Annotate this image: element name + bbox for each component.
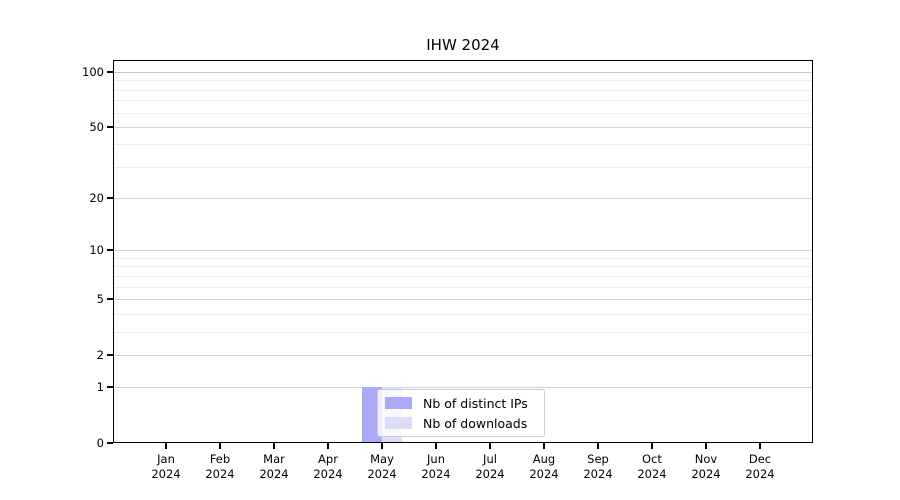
x-tick-mark bbox=[543, 443, 545, 449]
legend-label: Nb of distinct IPs bbox=[423, 395, 528, 411]
x-tick-year: 2024 bbox=[691, 466, 721, 481]
y-tick-label: 0 bbox=[96, 436, 104, 450]
y-tick-label: 100 bbox=[82, 65, 104, 79]
gridline-major bbox=[113, 354, 813, 356]
gridline-minor bbox=[113, 257, 813, 259]
x-tick-year: 2024 bbox=[583, 466, 613, 481]
gridline-major bbox=[113, 198, 813, 200]
x-tick-mark bbox=[705, 443, 707, 449]
chart-title: IHW 2024 bbox=[426, 36, 500, 54]
y-tick-mark bbox=[107, 386, 113, 389]
gridline-minor bbox=[113, 89, 813, 91]
x-tick-month: Feb bbox=[209, 452, 231, 466]
x-tick-mark bbox=[165, 443, 167, 449]
x-tick-label: Jan 2024 bbox=[151, 452, 180, 481]
x-tick-year: 2024 bbox=[313, 466, 343, 481]
gridline-minor bbox=[113, 275, 813, 277]
x-tick-mark bbox=[327, 443, 329, 449]
x-tick-month: Oct bbox=[642, 452, 662, 466]
x-tick-month: Mar bbox=[263, 452, 285, 466]
legend-swatch bbox=[385, 417, 412, 429]
x-tick-mark bbox=[489, 443, 491, 449]
y-tick-mark bbox=[107, 298, 113, 300]
x-tick-label: Mar 2024 bbox=[259, 452, 288, 481]
y-tick-mark bbox=[107, 249, 113, 252]
x-tick-label: Nov 2024 bbox=[691, 452, 720, 481]
x-tick-mark bbox=[219, 443, 221, 449]
y-tick-label: 10 bbox=[89, 243, 104, 258]
x-tick-year: 2024 bbox=[745, 466, 775, 481]
gridline-minor bbox=[113, 144, 813, 146]
gridline-minor bbox=[113, 331, 813, 333]
x-tick-month: Sep bbox=[587, 452, 609, 466]
y-tick-mark bbox=[107, 353, 113, 356]
legend-swatch bbox=[385, 397, 412, 409]
y-tick-mark bbox=[107, 126, 113, 128]
x-tick-label: Feb 2024 bbox=[205, 452, 234, 481]
gridline-minor bbox=[113, 166, 813, 168]
legend: Nb of distinct IPs Nb of downloads bbox=[377, 389, 545, 437]
x-tick-mark bbox=[435, 443, 437, 449]
x-tick-label: Sep 2024 bbox=[583, 452, 612, 481]
x-tick-year: 2024 bbox=[367, 466, 397, 481]
y-tick-mark bbox=[107, 197, 113, 200]
x-tick-label: Dec 2024 bbox=[745, 452, 774, 481]
legend-row: Nb of distinct IPs bbox=[385, 395, 537, 411]
y-tick-mark bbox=[107, 71, 113, 73]
x-tick-month: May bbox=[370, 452, 394, 466]
x-tick-mark bbox=[381, 443, 383, 449]
gridline-minor bbox=[113, 80, 813, 82]
x-tick-mark bbox=[597, 443, 599, 449]
x-tick-year: 2024 bbox=[205, 466, 235, 481]
y-tick-label: 50 bbox=[89, 119, 104, 134]
plot-area bbox=[113, 60, 813, 443]
gridline-minor bbox=[113, 286, 813, 288]
legend-row: Nb of downloads bbox=[385, 415, 537, 431]
gridline-minor bbox=[113, 266, 813, 268]
x-tick-year: 2024 bbox=[259, 466, 289, 481]
gridline-major bbox=[113, 250, 813, 252]
x-tick-month: Aug bbox=[532, 452, 556, 466]
gridline-major bbox=[113, 387, 813, 389]
gridline-minor bbox=[113, 313, 813, 315]
x-tick-month: Jan bbox=[157, 452, 175, 466]
x-tick-mark bbox=[651, 443, 653, 449]
x-tick-label: Apr 2024 bbox=[313, 452, 342, 481]
x-tick-year: 2024 bbox=[475, 466, 505, 481]
x-tick-month: Nov bbox=[694, 452, 718, 466]
y-tick-label: 5 bbox=[96, 291, 104, 306]
x-tick-year: 2024 bbox=[637, 466, 667, 481]
x-tick-year: 2024 bbox=[151, 466, 181, 481]
x-tick-year: 2024 bbox=[421, 466, 451, 481]
x-tick-year: 2024 bbox=[529, 466, 559, 481]
legend-label: Nb of downloads bbox=[423, 415, 528, 431]
y-tick-label: 2 bbox=[96, 347, 104, 362]
x-tick-label: Jul 2024 bbox=[475, 452, 504, 481]
x-tick-label: Oct 2024 bbox=[637, 452, 666, 481]
gridline-major bbox=[113, 72, 813, 73]
y-tick-mark bbox=[107, 442, 113, 444]
x-tick-month: Jun bbox=[427, 452, 445, 466]
x-tick-label: Jun 2024 bbox=[421, 452, 450, 481]
x-tick-label: Aug 2024 bbox=[529, 452, 558, 481]
gridline-major bbox=[113, 126, 813, 128]
gridline-minor bbox=[113, 100, 813, 102]
x-tick-mark bbox=[759, 443, 761, 449]
y-tick-label: 1 bbox=[96, 380, 104, 395]
x-tick-label: May 2024 bbox=[367, 452, 396, 481]
x-tick-month: Jul bbox=[483, 452, 497, 466]
x-tick-month: Dec bbox=[748, 452, 772, 466]
x-tick-month: Apr bbox=[318, 452, 338, 466]
gridline-major bbox=[113, 298, 813, 300]
y-tick-label: 20 bbox=[89, 191, 104, 206]
x-tick-mark bbox=[273, 443, 275, 449]
gridline-minor bbox=[113, 112, 813, 114]
